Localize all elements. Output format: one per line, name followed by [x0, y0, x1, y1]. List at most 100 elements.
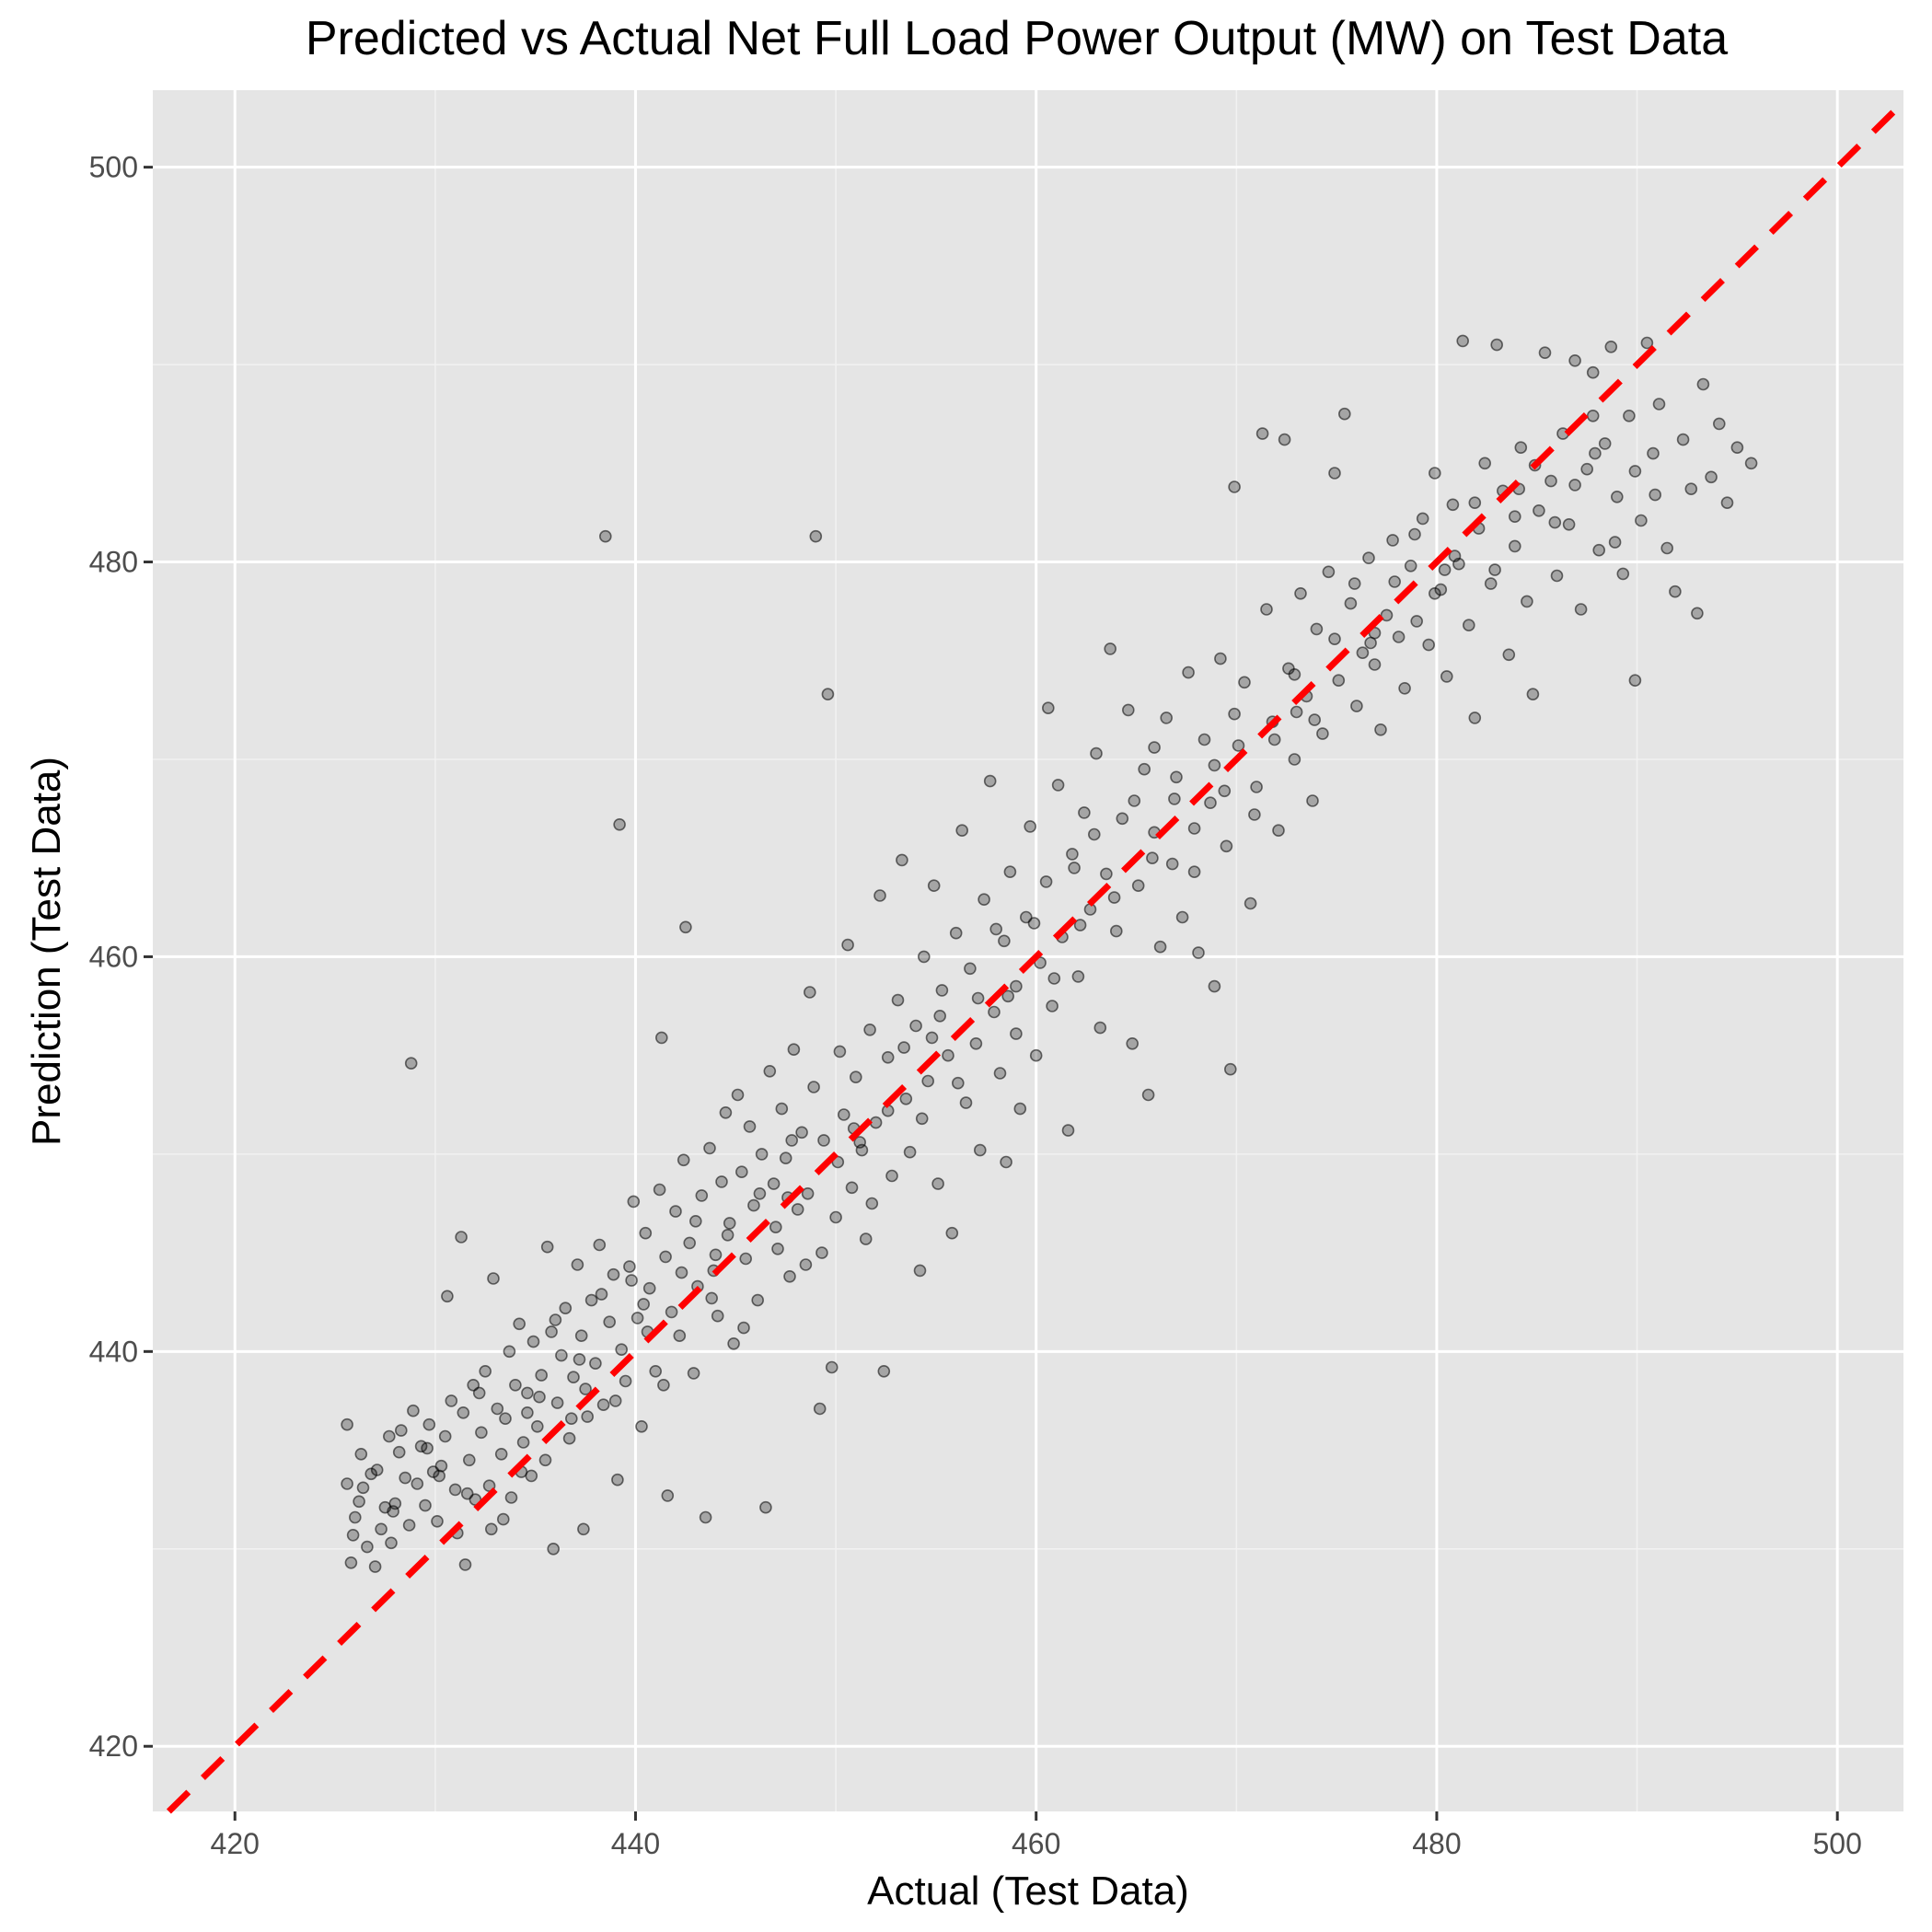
data-point — [1586, 365, 1600, 379]
data-point — [1604, 340, 1618, 353]
data-point — [998, 934, 1011, 948]
reference-line — [166, 99, 1906, 1814]
x-tick-label: 420 — [211, 1827, 260, 1860]
data-point — [877, 1365, 891, 1378]
data-point — [1468, 711, 1482, 724]
data-point — [581, 1410, 595, 1423]
data-point — [715, 1175, 728, 1188]
data-point — [458, 1558, 472, 1571]
data-point — [1608, 536, 1622, 549]
data-point — [825, 1360, 839, 1374]
data-point — [1550, 569, 1564, 583]
data-point — [1138, 762, 1151, 776]
data-point — [1250, 781, 1263, 793]
data-point — [1244, 897, 1257, 910]
data-point — [873, 889, 886, 902]
data-point — [1328, 467, 1341, 480]
data-point — [1146, 851, 1159, 865]
data-point — [1061, 1124, 1075, 1137]
data-point — [573, 1353, 586, 1366]
data-point — [607, 1267, 620, 1281]
data-point — [1068, 862, 1081, 874]
data-point — [1392, 631, 1406, 643]
data-point — [1616, 567, 1630, 581]
data-point — [801, 1187, 815, 1200]
data-point — [385, 1536, 398, 1550]
data-point — [1574, 603, 1588, 616]
data-point — [611, 1473, 624, 1487]
data-point — [711, 1309, 724, 1323]
data-point — [915, 1112, 929, 1126]
data-point — [1456, 334, 1469, 348]
data-point — [530, 1420, 544, 1433]
data-point — [475, 1426, 488, 1440]
data-point — [863, 1024, 876, 1036]
data-point — [555, 1348, 568, 1362]
data-point — [1322, 565, 1336, 579]
data-point — [969, 1037, 983, 1050]
data-point — [411, 1477, 424, 1490]
data-point — [1214, 652, 1227, 665]
data-point — [448, 1483, 462, 1497]
data-point — [669, 1205, 682, 1218]
data-point — [1344, 596, 1358, 610]
data-point — [803, 986, 816, 999]
data-point — [1090, 746, 1103, 760]
data-point — [344, 1556, 358, 1569]
data-point — [637, 1298, 651, 1311]
data-point — [462, 1453, 476, 1467]
data-point — [964, 962, 977, 976]
data-point — [1187, 865, 1201, 879]
data-point — [1684, 482, 1698, 496]
data-point — [1404, 559, 1417, 573]
data-point — [1175, 910, 1189, 924]
data-point — [1288, 667, 1301, 681]
data-point — [891, 993, 905, 1007]
data-point — [989, 922, 1002, 936]
data-point — [1422, 638, 1435, 652]
data-point — [1398, 681, 1411, 695]
data-point — [1652, 398, 1666, 411]
data-point — [903, 1145, 917, 1159]
data-point — [687, 1367, 700, 1380]
data-point — [1029, 1048, 1043, 1062]
data-point — [431, 1515, 444, 1528]
data-point — [1446, 498, 1460, 512]
data-point — [574, 1329, 588, 1342]
data-point — [1093, 1021, 1107, 1035]
data-point — [361, 1540, 374, 1554]
data-point — [769, 1221, 782, 1233]
data-point — [550, 1396, 564, 1409]
data-point — [709, 1248, 723, 1262]
data-point — [1168, 792, 1181, 805]
data-point — [1308, 713, 1321, 726]
data-point — [422, 1417, 436, 1431]
data-point — [771, 1243, 784, 1255]
data-point — [484, 1522, 498, 1536]
data-point — [627, 1195, 641, 1209]
data-point — [503, 1345, 516, 1359]
data-point — [779, 1151, 792, 1164]
data-point — [1713, 417, 1726, 431]
data-point — [657, 1379, 670, 1392]
data-point — [538, 1453, 552, 1467]
data-point — [1208, 979, 1221, 993]
data-point — [971, 991, 985, 1005]
data-point — [513, 1317, 526, 1331]
data-point — [1368, 658, 1382, 671]
data-point — [353, 1495, 365, 1509]
data-point — [759, 1500, 772, 1514]
data-point — [1197, 733, 1211, 746]
plot-background — [153, 90, 1903, 1811]
data-point — [1083, 903, 1097, 916]
y-tick-label: 420 — [89, 1730, 138, 1763]
data-point — [1484, 577, 1498, 590]
data-point — [571, 1258, 584, 1271]
data-point — [677, 1153, 690, 1167]
data-point — [1669, 584, 1682, 598]
data-point — [434, 1459, 448, 1473]
data-point — [487, 1272, 500, 1285]
data-point — [567, 1371, 580, 1383]
data-point — [703, 1141, 716, 1155]
